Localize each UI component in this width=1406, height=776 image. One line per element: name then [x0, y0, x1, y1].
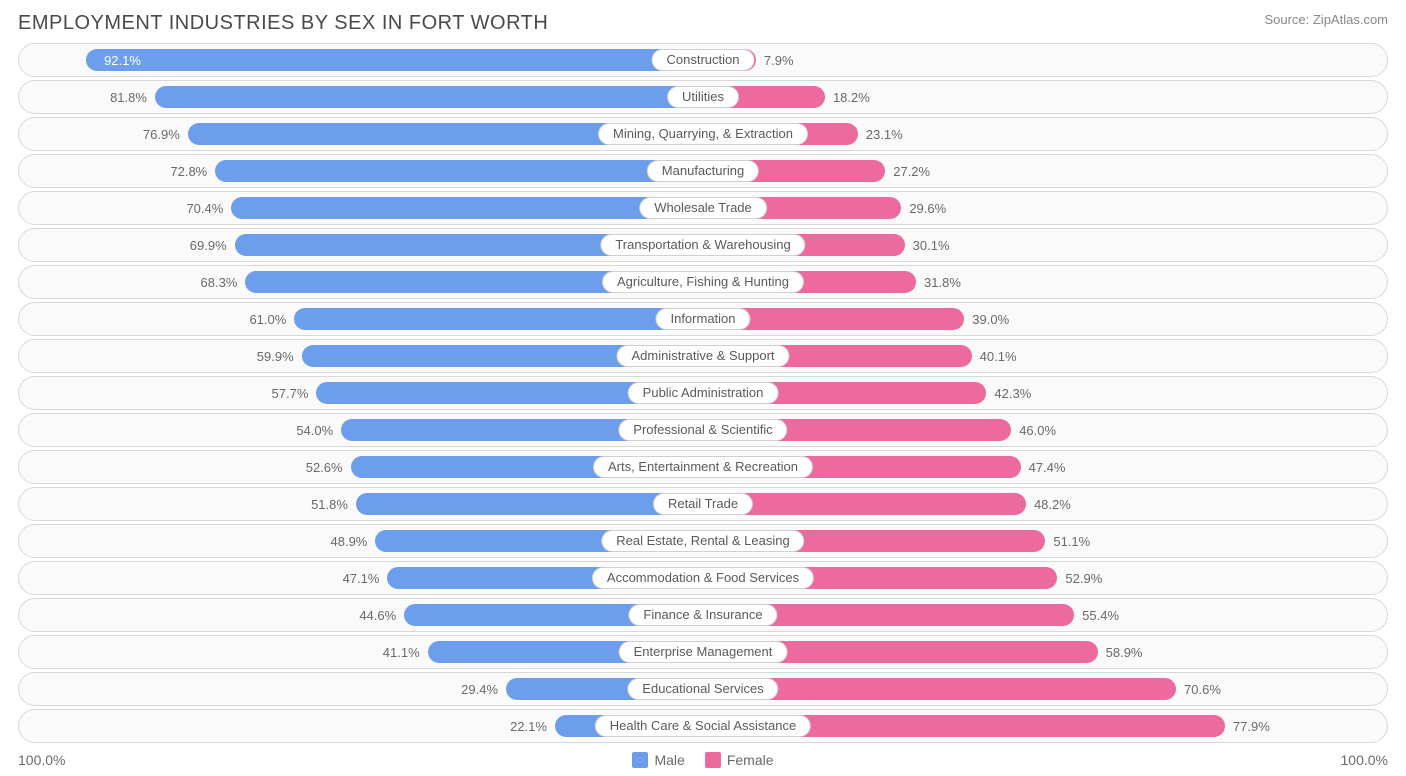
male-bar	[356, 493, 703, 515]
chart-row: 51.8% 48.2% Retail Trade	[18, 487, 1388, 521]
male-bar	[231, 197, 703, 219]
row-category-label: Educational Services	[627, 678, 778, 700]
male-pct-label: 54.0%	[296, 414, 333, 448]
chart-title: EMPLOYMENT INDUSTRIES BY SEX IN FORT WOR…	[18, 12, 548, 35]
female-swatch	[705, 752, 721, 768]
row-category-label: Utilities	[667, 86, 739, 108]
axis-left-label: 100.0%	[18, 752, 65, 768]
male-pct-label: 92.1%	[104, 44, 141, 78]
row-category-label: Agriculture, Fishing & Hunting	[602, 271, 804, 293]
male-bar	[215, 160, 703, 182]
row-category-label: Arts, Entertainment & Recreation	[593, 456, 813, 478]
row-category-label: Wholesale Trade	[639, 197, 767, 219]
male-pct-label: 76.9%	[143, 118, 180, 152]
row-category-label: Professional & Scientific	[618, 419, 787, 441]
chart-row: 52.6% 47.4% Arts, Entertainment & Recreati…	[18, 450, 1388, 484]
female-pct-label: 48.2%	[1034, 488, 1071, 522]
male-pct-label: 57.7%	[272, 377, 309, 411]
chart-footer: 100.0% Male Female 100.0%	[0, 746, 1406, 768]
chart-source: Source: ZipAtlas.com	[1264, 12, 1388, 27]
male-pct-label: 44.6%	[359, 599, 396, 633]
chart-row: 22.1% 77.9% Health Care & Social Assistanc…	[18, 709, 1388, 743]
row-category-label: Public Administration	[628, 382, 779, 404]
female-pct-label: 30.1%	[913, 229, 950, 263]
row-category-label: Construction	[652, 49, 755, 71]
row-category-label: Information	[655, 308, 750, 330]
female-pct-label: 40.1%	[980, 340, 1017, 374]
row-category-label: Health Care & Social Assistance	[595, 715, 811, 737]
female-pct-label: 70.6%	[1184, 673, 1221, 707]
chart-row: 61.0% 39.0% Information	[18, 302, 1388, 336]
female-pct-label: 7.9%	[764, 44, 794, 78]
chart-row: 70.4% 29.6% Wholesale Trade	[18, 191, 1388, 225]
legend-male-label: Male	[654, 752, 684, 768]
chart-row: 68.3% 31.8% Agriculture, Fishing & Hunting	[18, 265, 1388, 299]
chart-row: 29.4% 70.6% Educational Services	[18, 672, 1388, 706]
male-pct-label: 81.8%	[110, 81, 147, 115]
female-pct-label: 39.0%	[972, 303, 1009, 337]
chart-row: 47.1% 52.9% Accommodation & Food Services	[18, 561, 1388, 595]
legend-female: Female	[705, 752, 774, 768]
row-category-label: Real Estate, Rental & Leasing	[601, 530, 804, 552]
male-pct-label: 51.8%	[311, 488, 348, 522]
male-pct-label: 69.9%	[190, 229, 227, 263]
female-pct-label: 31.8%	[924, 266, 961, 300]
male-pct-label: 41.1%	[383, 636, 420, 670]
row-category-label: Enterprise Management	[619, 641, 788, 663]
male-pct-label: 61.0%	[249, 303, 286, 337]
male-pct-label: 52.6%	[306, 451, 343, 485]
chart-row: 72.8% 27.2% Manufacturing	[18, 154, 1388, 188]
male-pct-label: 48.9%	[331, 525, 368, 559]
female-pct-label: 46.0%	[1019, 414, 1056, 448]
chart-row: 57.7% 42.3% Public Administration	[18, 376, 1388, 410]
chart-row: 44.6% 55.4% Finance & Insurance	[18, 598, 1388, 632]
chart-row: 81.8% 18.2% Utilities	[18, 80, 1388, 114]
female-pct-label: 58.9%	[1106, 636, 1143, 670]
chart-row: 54.0% 46.0% Professional & Scientific	[18, 413, 1388, 447]
legend-male: Male	[632, 752, 684, 768]
row-category-label: Administrative & Support	[616, 345, 789, 367]
female-pct-label: 42.3%	[994, 377, 1031, 411]
chart-header: EMPLOYMENT INDUSTRIES BY SEX IN FORT WOR…	[0, 0, 1406, 43]
female-pct-label: 27.2%	[893, 155, 930, 189]
male-pct-label: 47.1%	[343, 562, 380, 596]
chart-row: 48.9% 51.1% Real Estate, Rental & Leasing	[18, 524, 1388, 558]
row-category-label: Mining, Quarrying, & Extraction	[598, 123, 808, 145]
male-bar	[155, 86, 703, 108]
legend-female-label: Female	[727, 752, 774, 768]
legend: Male Female	[632, 752, 773, 768]
male-bar	[86, 49, 703, 71]
chart-row: 59.9% 40.1% Administrative & Support	[18, 339, 1388, 373]
male-pct-label: 70.4%	[186, 192, 223, 226]
row-category-label: Manufacturing	[647, 160, 759, 182]
axis-right-label: 100.0%	[1341, 752, 1388, 768]
row-category-label: Retail Trade	[653, 493, 753, 515]
row-category-label: Finance & Insurance	[628, 604, 777, 626]
male-pct-label: 68.3%	[201, 266, 238, 300]
male-bar	[294, 308, 703, 330]
chart-row: 41.1% 58.9% Enterprise Management	[18, 635, 1388, 669]
male-pct-label: 59.9%	[257, 340, 294, 374]
row-category-label: Accommodation & Food Services	[592, 567, 814, 589]
male-swatch	[632, 752, 648, 768]
male-pct-label: 22.1%	[510, 710, 547, 744]
row-category-label: Transportation & Warehousing	[600, 234, 805, 256]
female-pct-label: 47.4%	[1029, 451, 1066, 485]
male-pct-label: 72.8%	[170, 155, 207, 189]
chart-row: 69.9% 30.1% Transportation & Warehousing	[18, 228, 1388, 262]
female-pct-label: 18.2%	[833, 81, 870, 115]
female-pct-label: 23.1%	[866, 118, 903, 152]
female-pct-label: 52.9%	[1065, 562, 1102, 596]
female-pct-label: 77.9%	[1233, 710, 1270, 744]
female-pct-label: 29.6%	[909, 192, 946, 226]
female-pct-label: 51.1%	[1053, 525, 1090, 559]
female-pct-label: 55.4%	[1082, 599, 1119, 633]
male-pct-label: 29.4%	[461, 673, 498, 707]
chart-area: 92.1% 7.9% Construction 81.8% 18.2% Utilities…	[0, 43, 1406, 743]
chart-row: 92.1% 7.9% Construction	[18, 43, 1388, 77]
chart-row: 76.9% 23.1% Mining, Quarrying, & Extractio…	[18, 117, 1388, 151]
